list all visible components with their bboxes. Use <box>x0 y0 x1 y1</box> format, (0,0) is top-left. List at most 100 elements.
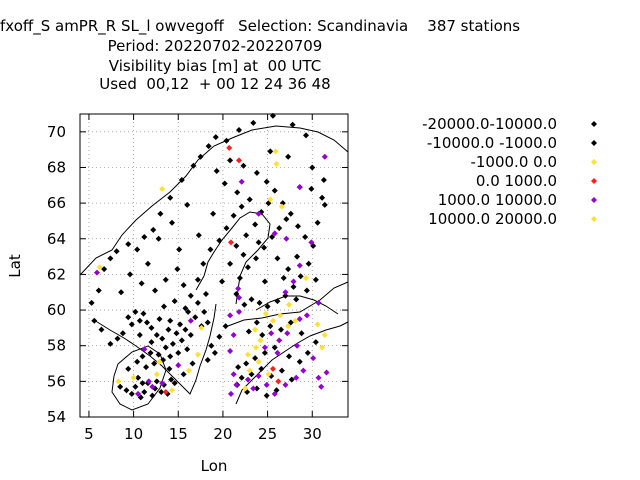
data-point-series-4 <box>230 371 237 378</box>
data-point-series-1 <box>253 319 260 326</box>
y-axis-label: Lat <box>6 254 24 278</box>
data-point-series-1 <box>166 365 173 372</box>
data-point-series-1 <box>278 367 285 374</box>
data-point-series-1 <box>255 239 262 246</box>
data-point-series-1 <box>246 196 253 203</box>
data-point-series-4 <box>236 294 243 301</box>
data-point-series-1 <box>150 226 157 233</box>
data-point-series-4 <box>261 344 268 351</box>
data-point-series-1 <box>319 194 326 201</box>
data-point-series-4 <box>230 332 237 339</box>
y-tick-label: 60 <box>47 301 66 319</box>
data-point-series-1 <box>261 244 268 251</box>
data-point-series-1 <box>88 299 95 306</box>
data-point-series-4 <box>250 385 257 392</box>
data-point-series-4 <box>187 317 194 324</box>
data-point-series-4 <box>227 312 234 319</box>
data-point-series-4 <box>93 269 100 276</box>
axis-ticks: 5 10 15 20 25 30 54 56 58 60 62 64 66 68 70 <box>47 114 348 443</box>
data-point-series-1 <box>182 326 189 333</box>
data-point-series-4 <box>135 390 142 397</box>
data-point-series-2 <box>314 321 321 328</box>
data-point-series-1 <box>177 321 184 328</box>
data-point-series-4 <box>276 337 283 344</box>
data-point-series-1 <box>282 292 289 299</box>
data-point-series-2 <box>262 310 269 317</box>
data-point-series-1 <box>91 317 98 324</box>
data-point-series-1 <box>180 371 187 378</box>
data-point-series-3 <box>162 389 169 396</box>
data-point-series-4 <box>310 355 317 362</box>
data-point-series-1 <box>276 225 283 232</box>
data-point-series-4 <box>315 299 322 306</box>
data-point-series-4 <box>271 390 278 397</box>
legend-label: 0.0 1000.0 <box>476 172 557 190</box>
data-point-series-1 <box>245 328 252 335</box>
data-point-series-4 <box>294 342 301 349</box>
data-point-series-1 <box>235 364 242 371</box>
data-point-series-1 <box>190 162 197 169</box>
data-point-series-1 <box>195 232 202 239</box>
data-point-series-1 <box>138 280 145 287</box>
data-point-series-1 <box>290 283 297 290</box>
data-point-series-1 <box>156 315 163 322</box>
data-point-series-1 <box>144 319 150 326</box>
data-point-series-1 <box>296 358 303 365</box>
data-point-series-2 <box>96 264 103 271</box>
data-point-series-4 <box>296 262 303 269</box>
data-point-series-1 <box>241 301 248 308</box>
chart-title-line-4: Used 00,12 + 00 12 24 36 48 <box>99 75 331 93</box>
data-point-series-1 <box>227 260 234 267</box>
data-point-series-1 <box>212 134 219 141</box>
legend-marker <box>591 178 597 184</box>
data-point-series-4 <box>271 230 278 237</box>
data-point-series-1 <box>148 339 155 346</box>
data-point-series-1 <box>280 274 287 281</box>
data-point-series-1 <box>248 296 255 303</box>
data-point-series-1 <box>256 299 263 306</box>
data-point-series-1 <box>187 292 194 299</box>
data-point-series-2 <box>156 358 163 365</box>
data-point-series-4 <box>149 383 156 390</box>
data-point-series-4 <box>255 210 262 217</box>
data-point-series-1 <box>153 378 160 385</box>
data-point-series-1 <box>287 210 294 217</box>
data-point-series-4 <box>321 153 328 160</box>
data-point-series-1 <box>314 219 321 226</box>
data-point-series-1 <box>304 349 311 356</box>
data-point-series-2 <box>277 312 284 319</box>
data-point-series-1 <box>174 266 181 273</box>
data-point-series-1 <box>312 339 319 346</box>
data-point-series-1 <box>210 210 217 217</box>
data-point-series-4 <box>296 184 303 191</box>
data-point-series-1 <box>182 305 189 312</box>
data-point-series-1 <box>204 356 211 363</box>
data-point-series-1 <box>194 276 201 283</box>
data-point-series-1 <box>173 330 180 337</box>
y-tick-label: 58 <box>47 337 66 355</box>
data-point-series-4 <box>315 374 322 381</box>
y-tick-label: 62 <box>47 265 66 283</box>
data-point-series-1 <box>184 201 191 208</box>
data-point-series-1 <box>261 278 268 285</box>
plot-frame <box>79 113 349 418</box>
data-point-series-1 <box>140 310 147 317</box>
data-point-series-1 <box>216 237 223 244</box>
data-point-series-1 <box>95 287 102 294</box>
data-point-series-1 <box>134 246 141 253</box>
y-tick-label: 54 <box>47 408 66 426</box>
y-tick-label: 70 <box>47 123 66 141</box>
data-point-series-1 <box>274 255 281 262</box>
x-tick-label: 20 <box>213 425 232 443</box>
data-point-series-1 <box>141 233 148 240</box>
data-point-series-1 <box>223 137 230 144</box>
data-point-series-1 <box>125 365 132 372</box>
data-point-series-1 <box>160 303 167 310</box>
data-point-series-4 <box>236 308 243 315</box>
data-point-series-1 <box>233 291 240 298</box>
data-point-series-2 <box>303 274 310 281</box>
data-point-series-1 <box>117 383 124 390</box>
data-point-series-1 <box>252 355 259 362</box>
data-point-series-1 <box>147 349 154 356</box>
data-point-series-2 <box>269 317 276 324</box>
